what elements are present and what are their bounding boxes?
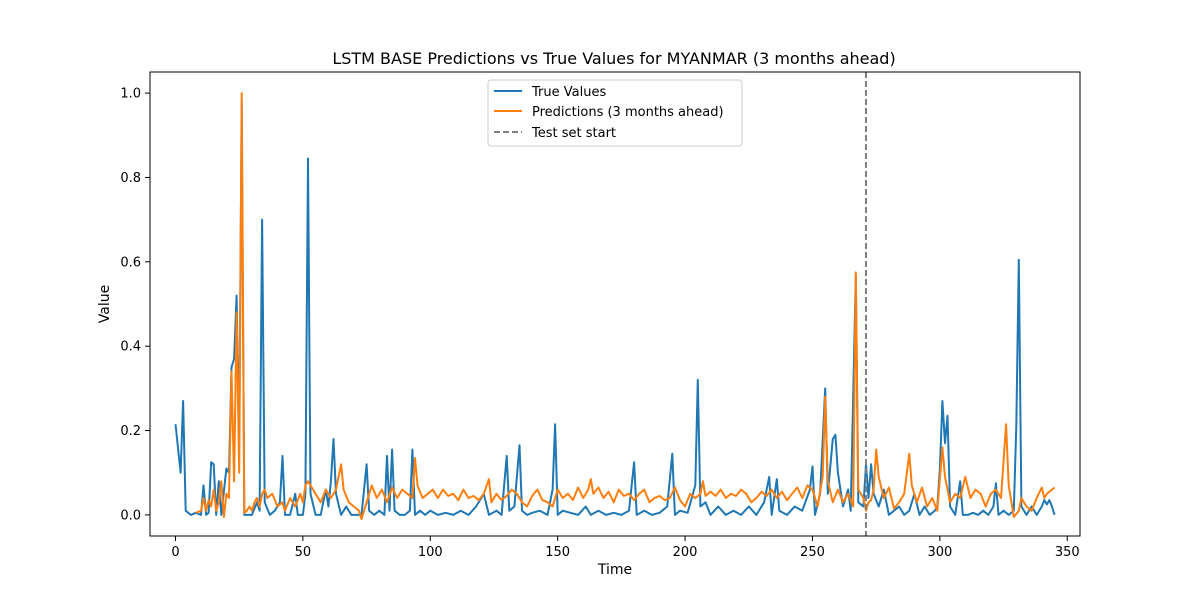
x-tick-label: 200 [673, 545, 698, 560]
series-line-true-values [174, 100, 1056, 516]
plot-area [174, 72, 1056, 536]
y-tick-label: 0.0 [120, 508, 141, 523]
y-tick-label: 0.4 [120, 340, 141, 355]
plot-frame [149, 71, 1081, 537]
y-axis-label: Value [97, 285, 113, 323]
y-tick-label: 0.6 [120, 255, 141, 270]
series-line-predictions [195, 92, 1056, 521]
legend-box [487, 79, 743, 147]
x-tick-label: 0 [171, 545, 179, 560]
x-tick-label: 300 [927, 545, 952, 560]
x-tick-label: 250 [800, 545, 825, 560]
y-tick-label: 0.2 [120, 424, 141, 439]
legend-label-test-set-start: Test set start [531, 126, 616, 141]
legend-label-predictions: Predictions (3 months ahead) [532, 105, 724, 120]
y-tick-label: 0.8 [120, 171, 141, 186]
x-tick-label: 100 [418, 545, 443, 560]
x-axis-label: Time [597, 562, 632, 578]
legend-label-true-values: True Values [531, 85, 606, 100]
chart-title: LSTM BASE Predictions vs True Values for… [332, 49, 895, 68]
x-tick-label: 350 [1055, 545, 1080, 560]
legend: True Values Predictions (3 months ahead)… [487, 79, 743, 147]
series-lines [174, 92, 1056, 521]
y-axis: 0.0 0.2 0.4 0.6 0.8 1.0 [120, 87, 150, 523]
x-axis: 0 50 100 150 200 250 300 350 [171, 536, 1080, 560]
y-tick-label: 1.0 [120, 87, 141, 102]
x-tick-label: 50 [295, 545, 312, 560]
x-tick-label: 150 [545, 545, 570, 560]
